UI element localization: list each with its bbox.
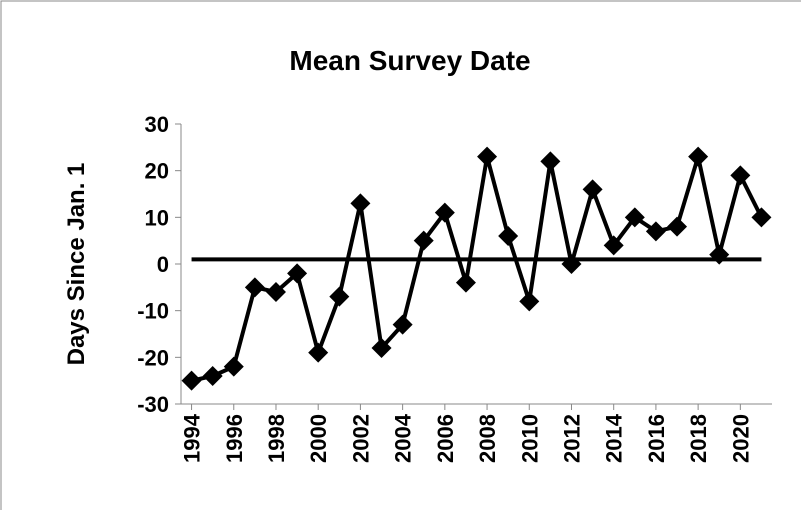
marker bbox=[350, 193, 371, 214]
y-tick-label: 20 bbox=[145, 159, 169, 184]
marker bbox=[455, 272, 476, 293]
data-line bbox=[191, 154, 764, 383]
x-tick-label: 2004 bbox=[391, 413, 416, 463]
x-tick-label: 2016 bbox=[644, 414, 669, 463]
marker bbox=[540, 151, 561, 172]
y-tick-label: 10 bbox=[145, 205, 169, 230]
x-tick-label: 2012 bbox=[559, 414, 584, 463]
marker bbox=[603, 235, 624, 256]
marker bbox=[624, 207, 645, 228]
marker bbox=[223, 356, 244, 377]
marker bbox=[730, 165, 751, 186]
marker bbox=[392, 314, 413, 335]
marker bbox=[477, 146, 498, 167]
y-tick-label: 0 bbox=[157, 252, 169, 277]
y-axis-label: Days Since Jan. 1 bbox=[63, 163, 90, 366]
y-tick-label: -20 bbox=[137, 345, 169, 370]
x-tick-label: 2014 bbox=[602, 413, 627, 463]
marker bbox=[329, 286, 350, 307]
x-tick-label: 2018 bbox=[686, 414, 711, 463]
marker bbox=[688, 146, 709, 167]
marker bbox=[244, 277, 265, 298]
marker bbox=[371, 338, 392, 358]
x-tick-label: 2020 bbox=[728, 414, 753, 463]
marker bbox=[582, 179, 603, 200]
marker bbox=[519, 291, 540, 312]
x-tick-label: 1998 bbox=[264, 414, 289, 463]
chart-title: Mean Survey Date bbox=[289, 45, 530, 76]
marker bbox=[709, 244, 730, 265]
marker bbox=[751, 207, 772, 228]
x-tick-label: 2010 bbox=[517, 414, 542, 463]
x-tick-label: 1996 bbox=[222, 414, 247, 463]
y-tick-label: -10 bbox=[137, 299, 169, 324]
y-tick-label: -30 bbox=[137, 392, 169, 417]
marker bbox=[265, 282, 286, 302]
marker bbox=[287, 263, 308, 284]
x-tick-label: 2000 bbox=[306, 414, 331, 463]
marker bbox=[308, 342, 329, 363]
x-tick-label: 2002 bbox=[348, 414, 373, 463]
y-tick-label: 30 bbox=[145, 112, 169, 137]
marker bbox=[202, 366, 223, 386]
marker bbox=[413, 230, 434, 251]
marker bbox=[667, 216, 688, 237]
marker bbox=[181, 370, 202, 391]
x-tick-label: 2008 bbox=[475, 414, 500, 463]
x-tick-label: 1994 bbox=[180, 413, 205, 463]
marker bbox=[645, 221, 666, 242]
x-tick-label: 2006 bbox=[433, 414, 458, 463]
marker bbox=[498, 226, 519, 246]
marker bbox=[434, 202, 455, 223]
marker bbox=[561, 254, 582, 274]
